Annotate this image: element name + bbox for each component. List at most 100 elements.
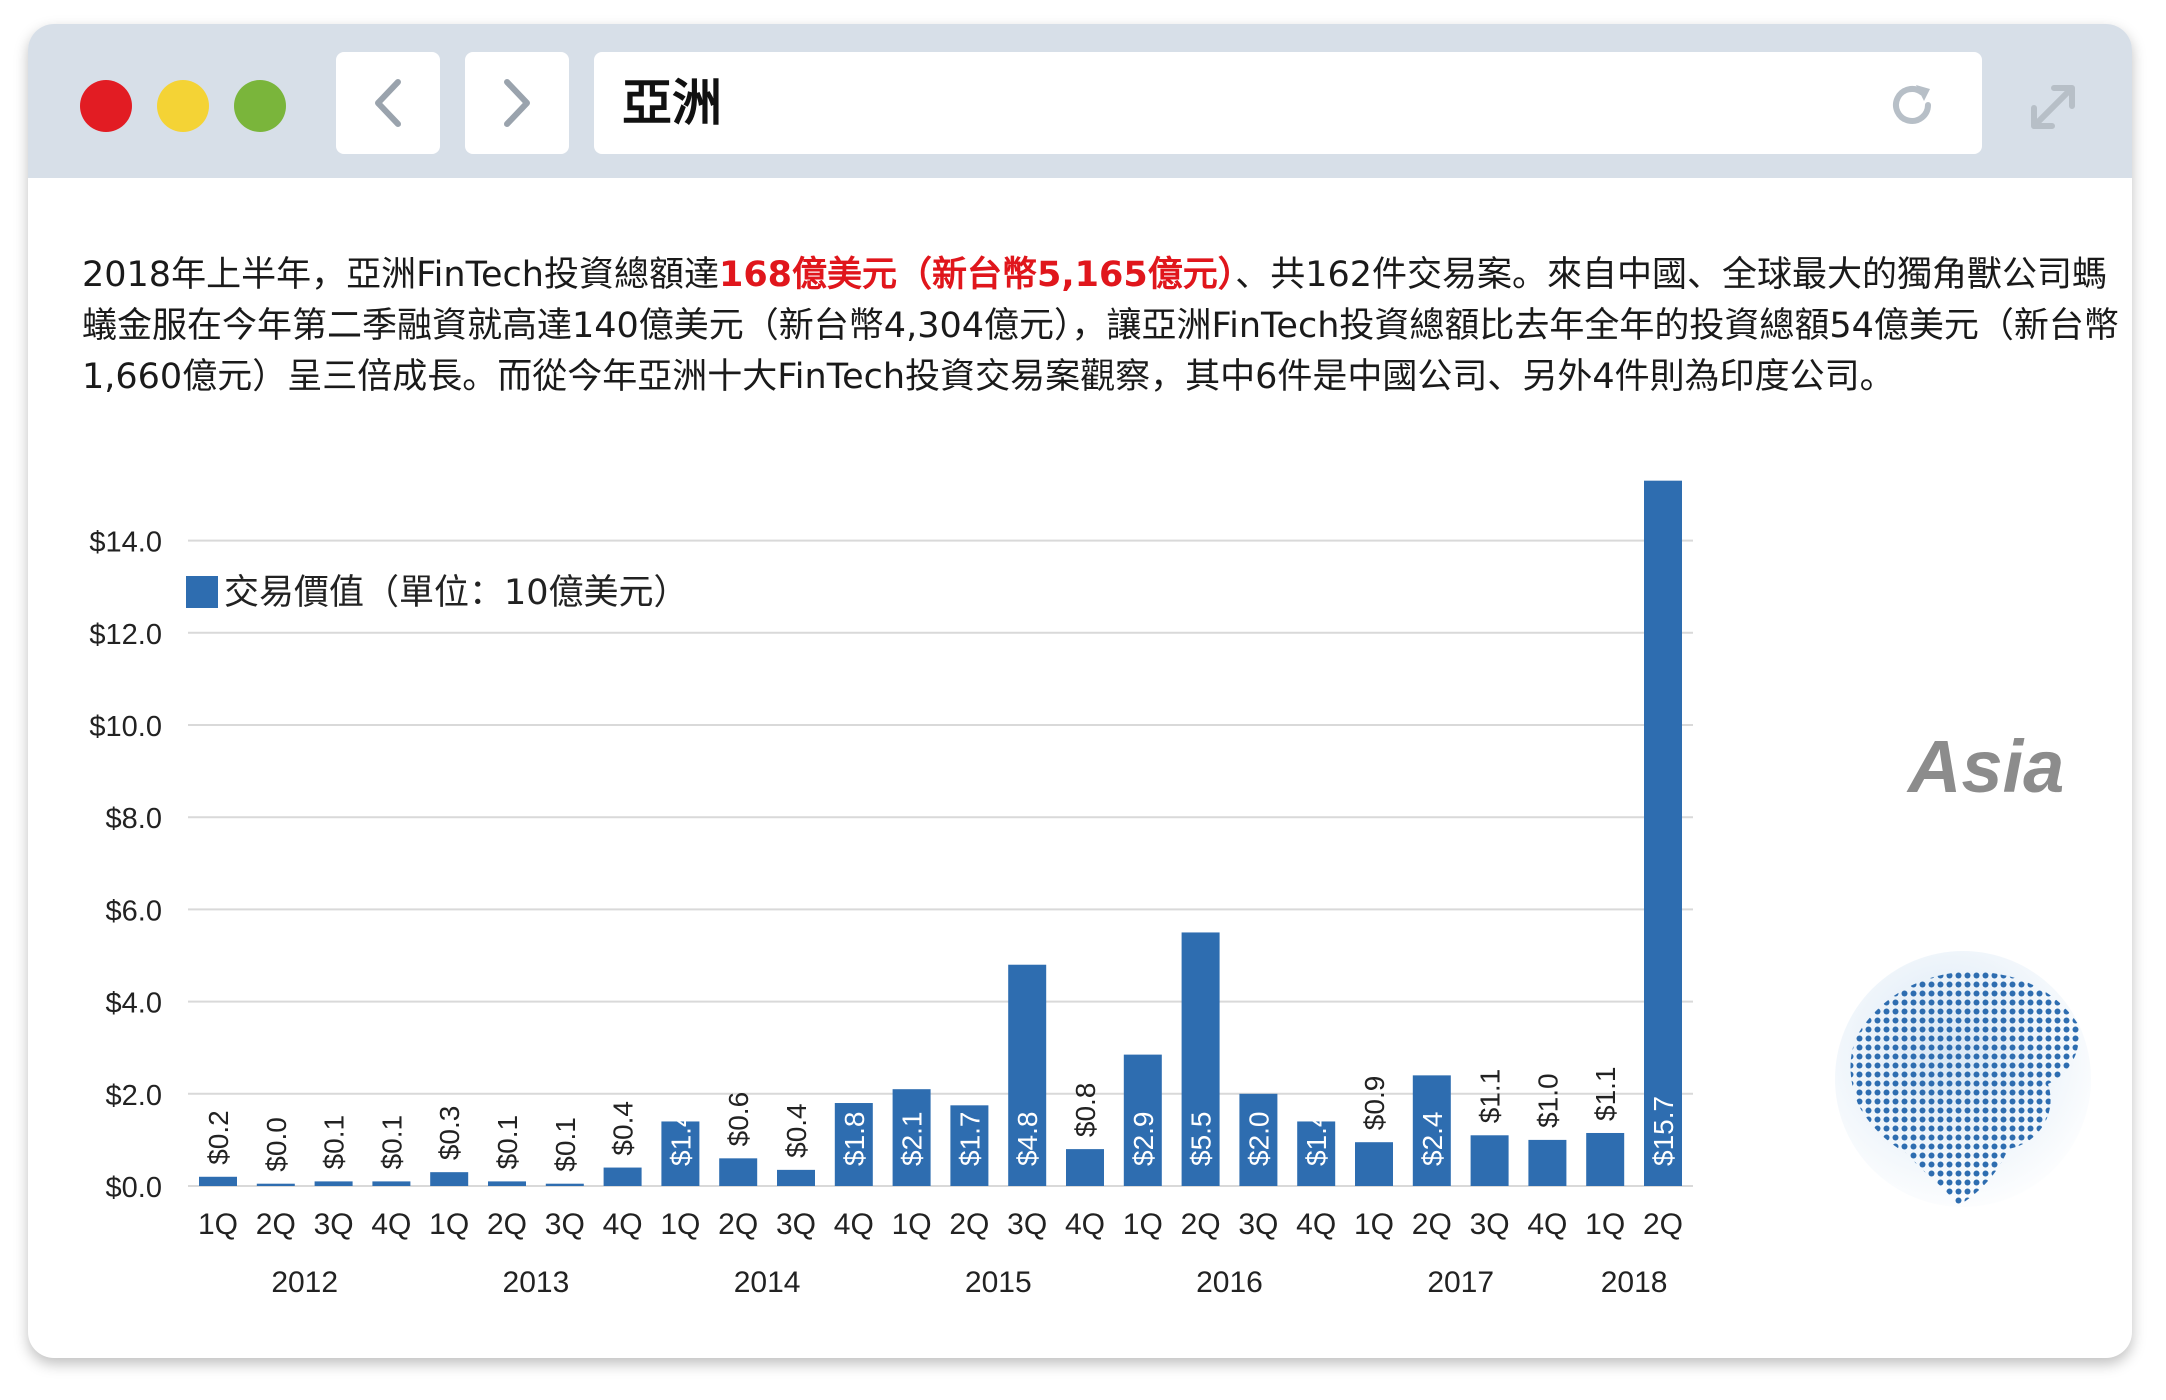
address-bar[interactable]: 亞洲 [594,52,1982,154]
data-label: $1.1 [1590,1066,1621,1121]
x-tick-label: 1Q [1354,1208,1394,1241]
bar [1008,964,1047,1186]
x-tick-label: 1Q [198,1208,238,1241]
bar [719,1158,758,1186]
forward-button[interactable] [465,52,569,154]
bar [1586,1132,1625,1186]
bar [1297,1121,1336,1186]
asia-label: Asia [1908,725,2065,808]
x-tick-label: 4Q [1296,1208,1336,1241]
bar [199,1176,237,1186]
y-tick-label: $12.0 [89,619,162,651]
data-label: $1.7 [954,1112,985,1167]
data-label: $2.0 [1243,1112,1274,1167]
x-tick-label: 3Q [776,1208,816,1241]
x-tick-label: 3Q [1007,1208,1047,1241]
year-label: 2015 [965,1266,1032,1299]
data-label: $0.4 [781,1103,812,1158]
browser-window: 亞洲 2018年上半年，亞洲FinTech投資總額達168億美元（新台幣5,16… [28,24,2132,1358]
x-tick-label: 4Q [603,1208,643,1241]
data-label: $4.8 [1012,1112,1043,1167]
x-tick-label: 2Q [949,1208,989,1241]
year-label: 2017 [1427,1266,1494,1299]
data-label: $2.4 [1417,1112,1448,1167]
close-dot[interactable] [80,80,132,132]
bar [1528,1139,1567,1186]
bar [1239,1093,1278,1186]
x-tick-label: 4Q [371,1208,411,1241]
x-tick-label: 1Q [660,1208,700,1241]
bar [1412,1075,1451,1186]
intro-text-rest: 、共162件交易案。來自中國、全球最大的獨角獸公司螞蟻金服在今年第二季融資就高達… [82,255,2119,397]
x-tick-label: 2Q [1643,1208,1683,1241]
bar-chart: $0.0 $2.0 $4.0 $6.0 $8.0 $10.0 $12.0 $14.0 $0.2 1… [89,480,1693,1299]
x-tick-label: 2Q [256,1208,296,1241]
back-button[interactable] [336,52,440,154]
x-tick-label: 3Q [314,1208,354,1241]
y-tick-label: $6.0 [106,895,162,927]
maximize-dot[interactable] [234,80,286,132]
y-tick-label: $4.0 [106,988,162,1020]
chevron-left-icon [375,79,401,127]
data-label: $1.8 [839,1112,870,1167]
x-tick-label: 2Q [1412,1208,1452,1241]
year-label: 2012 [271,1266,338,1299]
x-tick-label: 1Q [1585,1208,1625,1241]
x-tick-label: 3Q [1470,1208,1510,1241]
data-label: $0.6 [723,1092,754,1147]
x-tick-label: 4Q [1527,1208,1567,1241]
y-tick-label: $8.0 [106,803,162,835]
data-label: $0.1 [319,1115,350,1170]
data-label: $0.3 [434,1106,465,1161]
year-label: 2016 [1196,1266,1263,1299]
x-tick-label: 4Q [1065,1208,1105,1241]
x-tick-label: 2Q [487,1208,527,1241]
year-label: 2014 [734,1266,801,1299]
bar [1066,1149,1104,1186]
data-label: $0.4 [608,1101,639,1156]
bar [950,1105,989,1186]
x-tick-label: 1Q [892,1208,932,1241]
data-label: $0.1 [550,1117,581,1172]
x-tick-label: 2Q [1181,1208,1221,1241]
intro-paragraph: 2018年上半年，亞洲FinTech投資總額達168億美元（新台幣5,165億元… [82,250,2122,403]
data-label: $0.9 [1359,1076,1390,1131]
bar [430,1172,469,1186]
bar [1123,1054,1162,1186]
expand-icon[interactable] [2018,72,2088,142]
data-label: $1.4 [1301,1112,1332,1167]
minimize-dot[interactable] [157,80,209,132]
reload-icon[interactable] [1884,77,1940,133]
bar [1644,480,1682,1186]
y-tick-label: $0.0 [106,1172,162,1204]
year-label: 2018 [1601,1266,1668,1299]
globe-icon [1835,951,2091,1207]
y-tick-label: $14.0 [89,527,162,559]
chevron-right-icon [504,79,530,127]
year-label: 2013 [503,1266,570,1299]
bar [545,1183,584,1186]
data-label: $0.0 [261,1117,292,1172]
data-label: $1.4 [665,1112,696,1167]
x-tick-label: 3Q [1238,1208,1278,1241]
bar [892,1089,931,1186]
data-label: $15.7 [1648,1096,1679,1166]
x-tick-label: 1Q [1123,1208,1163,1241]
page-title: 亞洲 [622,74,722,132]
intro-text: 2018年上半年，亞洲FinTech投資總額達 [82,255,719,295]
x-tick-label: 3Q [545,1208,585,1241]
bar [1355,1142,1393,1186]
legend-label: 交易價值（單位：10億美元） [224,573,689,613]
data-label: $2.9 [1128,1112,1159,1167]
data-label: $5.5 [1186,1112,1217,1167]
bar [256,1183,295,1186]
data-label: $0.1 [376,1115,407,1170]
bar [314,1181,353,1186]
bar [372,1181,411,1186]
y-tick-label: $10.0 [89,711,162,743]
data-label: $2.1 [897,1112,928,1167]
bar [1181,932,1220,1186]
title-bar: 亞洲 [28,24,2132,178]
intro-highlight: 168億美元（新台幣5,165億元） [718,255,1236,295]
x-tick-label: 2Q [718,1208,758,1241]
